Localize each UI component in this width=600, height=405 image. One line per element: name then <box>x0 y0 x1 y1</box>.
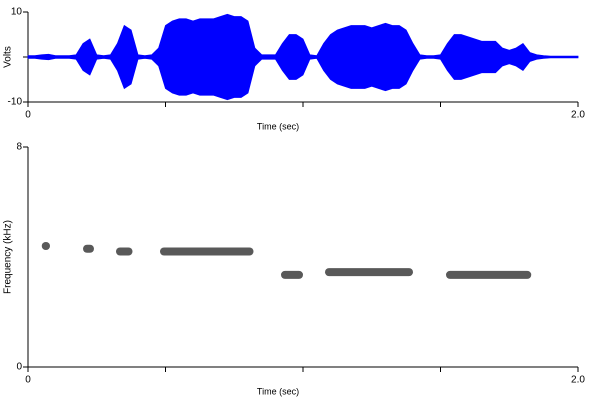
spectral-band <box>325 268 413 277</box>
waveform-envelope <box>27 56 579 101</box>
waveform-envelope <box>27 13 579 58</box>
spectral-band <box>41 242 50 250</box>
y-tick-label: 8 <box>16 142 22 153</box>
y-tick-label: 10 <box>11 7 23 18</box>
spectral-band <box>116 247 133 256</box>
spectral-band <box>281 270 303 279</box>
spectral-band <box>446 270 532 279</box>
spectral-band <box>83 244 94 253</box>
spectral-band <box>160 247 254 256</box>
x-tick-label: 2.0 <box>571 375 585 386</box>
x-tick-label: 2.0 <box>571 110 585 121</box>
x-axis-title: Time (sec) <box>257 386 299 396</box>
x-tick-label: 0 <box>25 375 31 386</box>
y-tick-label: -10 <box>8 97 23 108</box>
y-axis-title: Volts <box>3 46 14 68</box>
y-axis-title: Frequency (kHz) <box>3 220 14 294</box>
y-tick-label: 0 <box>16 362 22 373</box>
x-tick-label: 0 <box>25 110 31 121</box>
x-axis-title: Time (sec) <box>257 121 299 131</box>
